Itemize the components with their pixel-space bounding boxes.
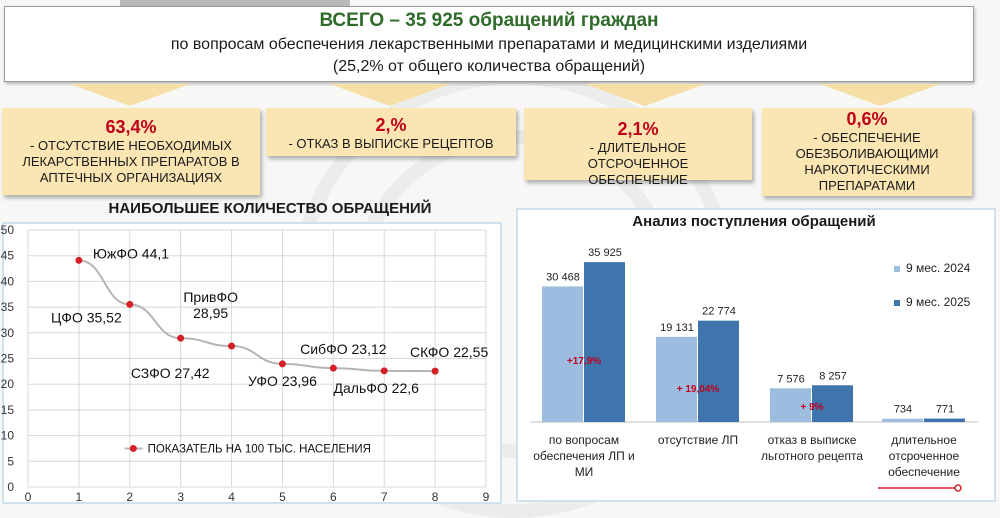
category-card-narcotic-analgesics: 0,6% - ОБЕСПЕЧЕНИЕ ОБЕЗБОЛИВАЮЩИМИ НАРКО… — [762, 108, 972, 196]
x-tick-label: 8 — [432, 490, 439, 502]
arrow-down-icon — [585, 84, 705, 106]
legend-marker — [129, 444, 137, 452]
category-percent: 0,6% — [846, 109, 888, 129]
legend-label: 9 мес. 2024 — [906, 261, 971, 275]
legend-swatch — [894, 266, 900, 272]
bar-value-label: 30 468 — [546, 271, 580, 283]
data-label: ДальФО 22,6 — [334, 380, 420, 396]
legend-swatch — [894, 300, 900, 306]
category-text: - ОТКАЗ В ВЫПИСКЕ РЕЦЕПТОВ — [288, 136, 494, 151]
data-label: ЦФО 35,52 — [51, 309, 122, 325]
y-tick-label: 15 — [1, 403, 15, 417]
bar-value-label: 7 576 — [777, 373, 805, 385]
category-text: - ОТСУТСТВИЕ НЕОБХОДИМЫХ ЛЕКАРСТВЕННЫХ П… — [22, 138, 240, 185]
growth-label: + 9% — [800, 402, 823, 413]
data-label: СЗФО 27,42 — [131, 365, 210, 381]
x-tick-label: 4 — [228, 490, 235, 502]
x-tick-label: 2 — [126, 490, 133, 502]
category-card-prescription-refusal: 2,% - ОТКАЗ В ВЫПИСКЕ РЕЦЕПТОВ — [266, 108, 516, 156]
category-label: отказ в выписке — [768, 433, 857, 447]
x-tick-label: 9 — [483, 490, 490, 502]
bar-value-label: 35 925 — [588, 247, 622, 259]
data-label: СКФО 22,55 — [410, 344, 488, 360]
y-tick-label: 50 — [1, 223, 15, 237]
bar-value-label: 734 — [894, 404, 912, 416]
data-point — [329, 364, 337, 372]
y-tick-label: 25 — [1, 352, 15, 366]
x-tick-label: 1 — [76, 490, 83, 502]
legend-label: ПОКАЗАТЕЛЬ НА 100 ТЫС. НАСЕЛЕНИЯ — [148, 443, 371, 455]
x-tick-label: 5 — [279, 490, 286, 502]
y-tick-label: 30 — [1, 326, 15, 340]
data-point — [75, 256, 83, 264]
data-point — [431, 367, 439, 375]
category-card-delayed-supply: 2,1% - ДЛИТЕЛЬНОЕ ОТСРОЧЕННОЕ ОБЕСПЕЧЕНИ… — [524, 108, 752, 187]
bar — [656, 336, 697, 422]
arrow-down-icon — [70, 84, 190, 106]
x-tick-label: 7 — [381, 490, 388, 502]
y-tick-label: 35 — [1, 300, 15, 314]
scroll-indicator-knob — [954, 484, 962, 492]
line-chart-title: НАИБОЛЬШЕЕ КОЛИЧЕСТВО ОБРАЩЕНИЙ — [108, 200, 432, 217]
category-label: отсутствие ЛП — [658, 433, 738, 447]
bar — [584, 262, 625, 422]
category-label: обеспечения ЛП и — [533, 449, 634, 463]
bar — [882, 418, 923, 422]
bar — [542, 286, 583, 422]
bar-chart-panel — [516, 208, 996, 502]
category-percent: 2,% — [375, 115, 407, 135]
category-percent: 63,4% — [105, 117, 157, 137]
bar — [924, 418, 965, 422]
y-tick-label: 45 — [1, 249, 15, 263]
data-point — [228, 342, 236, 350]
bar-value-label: 771 — [936, 404, 954, 416]
category-label: отсроченное — [889, 449, 960, 463]
bar-chart: 30 468 35 925 +17,9% по вопросам обеспечения… — [530, 247, 978, 492]
data-label: СибФО 23,12 — [300, 341, 387, 357]
data-label: ЮжФО 44,1 — [93, 245, 169, 261]
bar — [812, 385, 853, 422]
category-label: длительное — [891, 433, 957, 447]
bar — [770, 388, 811, 422]
data-label: УФО 23,96 — [248, 373, 317, 389]
total-title: ВСЕГО – 35 925 обращений граждан — [319, 10, 659, 31]
x-tick-label: 0 — [25, 490, 32, 502]
legend-label: 9 мес. 2025 — [906, 295, 971, 309]
data-label: 28,95 — [193, 305, 228, 321]
y-tick-label: 10 — [1, 429, 15, 443]
bar-value-label: 8 257 — [819, 370, 847, 382]
y-tick-label: 5 — [7, 454, 14, 468]
subtitle-line-1: по вопросам обеспечения лекарственными п… — [170, 36, 808, 53]
category-label: МИ — [575, 465, 594, 479]
data-point — [278, 360, 286, 368]
category-label: по вопросам — [549, 433, 619, 447]
arrow-down-icon — [330, 84, 450, 106]
top-decor-stripe — [120, 0, 350, 7]
category-card-missing-drugs: 63,4% - ОТСУТСТВИЕ НЕОБХОДИМЫХ ЛЕКАРСТВЕ… — [2, 108, 260, 195]
y-tick-label: 20 — [1, 377, 15, 391]
bar-chart-title: Анализ поступления обращений — [632, 213, 876, 230]
data-point — [126, 300, 134, 308]
y-tick-label: 40 — [1, 274, 15, 288]
data-label: ПривФО — [183, 289, 238, 305]
bar — [698, 320, 739, 422]
growth-label: +17,9% — [567, 356, 601, 367]
category-label: льготного рецепта — [761, 449, 863, 463]
category-text: - ДЛИТЕЛЬНОЕ ОТСРОЧЕННОЕ ОБЕСПЕЧЕНИЕ — [587, 140, 689, 187]
category-label: обеспечение — [888, 465, 960, 479]
subtitle-line-2: (25,2% от общего количества обращений) — [332, 58, 646, 75]
data-point — [177, 334, 185, 342]
bar-value-label: 19 131 — [660, 322, 694, 334]
y-tick-label: 0 — [7, 480, 14, 494]
data-point — [380, 367, 388, 375]
summary-header: ВСЕГО – 35 925 обращений граждан по вопр… — [4, 6, 974, 82]
bar-value-label: 22 774 — [702, 306, 736, 318]
arrow-down-icon — [820, 84, 940, 106]
category-percent: 2,1% — [617, 119, 659, 139]
x-tick-label: 3 — [177, 490, 184, 502]
x-tick-label: 6 — [330, 490, 337, 502]
category-text: - ОБЕСПЕЧЕНИЕ ОБЕЗБОЛИВАЮЩИМИ НАРКОТИЧЕС… — [795, 130, 939, 193]
growth-label: + 19,04% — [677, 384, 720, 395]
